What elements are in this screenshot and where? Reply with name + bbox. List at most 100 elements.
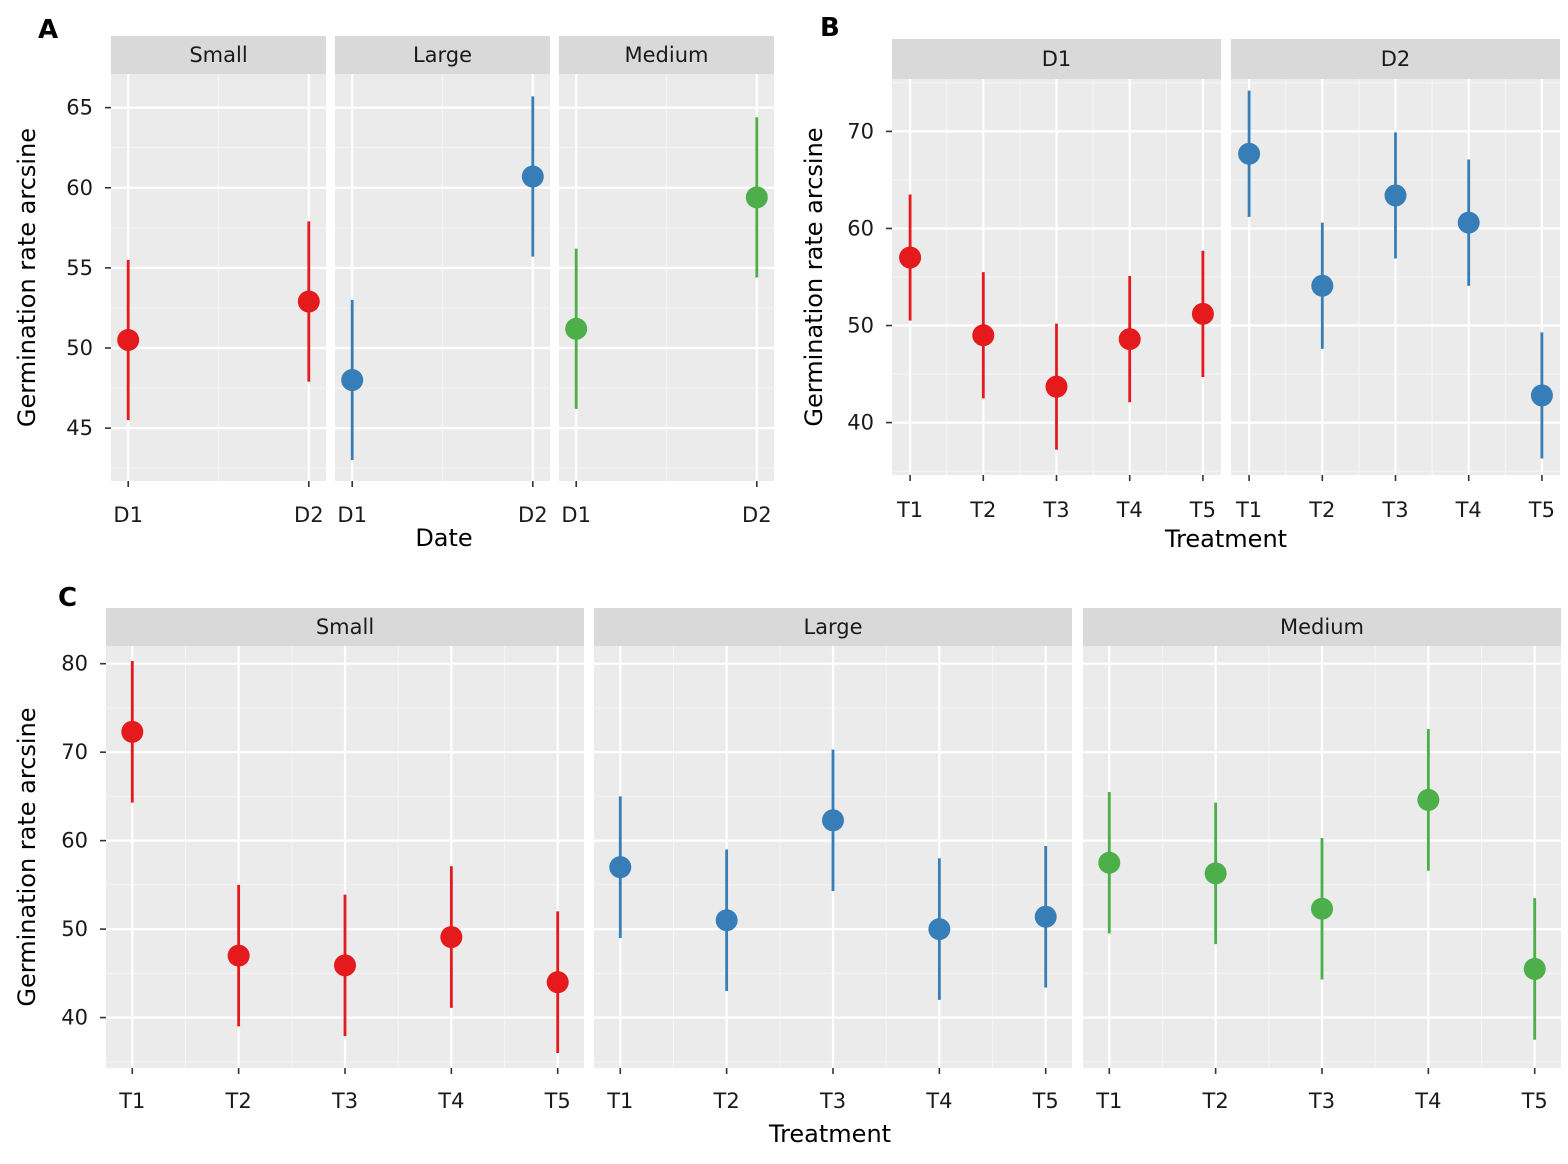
panel-letter: C	[58, 583, 77, 613]
data-point	[117, 328, 140, 351]
panel-letter: B	[820, 13, 840, 43]
y-tick-label: 60	[61, 829, 88, 853]
x-tick-label: T5	[1528, 498, 1555, 522]
data-point	[1045, 375, 1068, 398]
facet-d2: D2 T1 T2 T3 T4 T5	[1231, 39, 1560, 522]
data-point	[1384, 184, 1407, 207]
y-tick-label: 40	[61, 1006, 88, 1030]
x-tick-label: T4	[1116, 498, 1143, 522]
x-tick-label: T1	[1095, 1089, 1122, 1113]
x-tick-label: D1	[561, 503, 591, 527]
facet-strip-label: D1	[1042, 47, 1072, 71]
data-point	[521, 165, 544, 188]
facet-small: Small T1 T2 T3 T4 T5	[106, 608, 584, 1113]
facet-strip	[335, 36, 550, 74]
x-tick-label: D2	[294, 503, 324, 527]
x-tick-label: D1	[337, 503, 367, 527]
x-tick-label: T4	[1414, 1089, 1441, 1113]
facet-strip	[1231, 39, 1560, 79]
facet-strip-label: Large	[803, 615, 862, 639]
y-axis-title: Germination rate arcsine	[13, 707, 41, 1006]
y-axis-title: Germination rate arcsine	[13, 128, 41, 427]
y-axis-title: Germination rate arcsine	[800, 127, 828, 426]
panel-b: B D1 T1 T2 T3 T4 T5 D2 T1 T2 T3 T4 T5 40 50 60 70 Treatme…	[800, 13, 1560, 553]
panel-c: C Small T1 T2 T3 T4 T5 Large T1 T2 T3 T4 T5 Medium T1 T…	[13, 583, 1561, 1148]
x-tick-label: T3	[819, 1089, 846, 1113]
y-tick-label: 55	[66, 256, 93, 280]
x-tick-label: T3	[1381, 498, 1408, 522]
facet-strip	[559, 36, 774, 74]
facet-strip-label: Small	[316, 615, 374, 639]
x-tick-label: D2	[518, 503, 548, 527]
x-tick-label: T2	[969, 498, 996, 522]
x-tick-label: T1	[896, 498, 923, 522]
x-tick-label: T2	[713, 1089, 740, 1113]
facet-small: Small D1 D2	[111, 36, 326, 527]
x-tick-label: T1	[118, 1089, 145, 1113]
x-tick-label: T5	[544, 1089, 571, 1113]
x-tick-label: T2	[1308, 498, 1335, 522]
data-point	[899, 246, 922, 269]
data-point	[1311, 897, 1333, 920]
data-point	[1417, 788, 1440, 811]
facet-strip	[892, 39, 1221, 79]
x-axis-title: Date	[415, 524, 472, 552]
y-tick-label: 50	[66, 336, 93, 360]
data-point	[565, 317, 588, 340]
data-point	[715, 909, 738, 932]
facet-large: Large T1 T2 T3 T4 T5	[594, 608, 1072, 1113]
y-tick-label: 65	[66, 96, 93, 120]
data-point	[1204, 862, 1227, 885]
x-tick-label: T5	[1521, 1089, 1548, 1113]
data-point	[1311, 274, 1334, 297]
facet-large: Large D1 D2	[335, 36, 550, 527]
facet-medium: Medium T1 T2 T3 T4 T5	[1083, 608, 1561, 1113]
x-tick-label: T4	[1455, 498, 1482, 522]
y-tick-label: 70	[61, 740, 88, 764]
x-tick-label: T2	[225, 1089, 252, 1113]
data-point	[1118, 328, 1141, 351]
data-point	[972, 324, 995, 347]
x-tick-label: T4	[437, 1089, 464, 1113]
y-tick-label: 60	[66, 176, 93, 200]
data-point	[341, 369, 364, 392]
facet-strip-label: Large	[413, 43, 472, 67]
x-tick-label: T3	[331, 1089, 358, 1113]
facet-strip-label: Medium	[625, 43, 709, 67]
x-tick-label: T5	[1189, 498, 1216, 522]
data-point	[440, 926, 463, 949]
x-tick-label: T5	[1032, 1089, 1059, 1113]
y-tick-label: 50	[61, 917, 88, 941]
x-tick-label: D1	[113, 503, 143, 527]
y-tick-label: 70	[847, 119, 874, 143]
y-tick-label: 40	[847, 411, 874, 435]
data-point	[1098, 851, 1121, 874]
data-point	[1457, 211, 1480, 234]
data-point	[745, 186, 768, 209]
y-tick-label: 80	[61, 652, 88, 676]
facet-strip	[106, 608, 584, 646]
panel-letter: A	[38, 15, 58, 45]
data-point	[609, 856, 632, 879]
x-tick-label: T3	[1308, 1089, 1335, 1113]
facet-strip-label: Medium	[1280, 615, 1364, 639]
data-point	[121, 720, 144, 743]
data-point	[1034, 905, 1057, 928]
x-tick-label: T3	[1042, 498, 1069, 522]
data-point	[928, 918, 951, 941]
data-point	[546, 971, 569, 994]
x-axis-title: Treatment	[768, 1120, 891, 1148]
facet-strip	[111, 36, 326, 74]
data-point	[1530, 384, 1553, 407]
facet-d1: D1 T1 T2 T3 T4 T5	[892, 39, 1221, 522]
data-point	[1523, 957, 1546, 980]
x-tick-label: D2	[742, 503, 772, 527]
data-point	[227, 944, 250, 967]
facet-strip	[594, 608, 1072, 646]
data-point	[1238, 142, 1261, 165]
facet-strip-label: Small	[189, 43, 247, 67]
data-point	[822, 809, 844, 832]
x-tick-label: T1	[606, 1089, 633, 1113]
facet-strip-label: D2	[1381, 47, 1411, 71]
